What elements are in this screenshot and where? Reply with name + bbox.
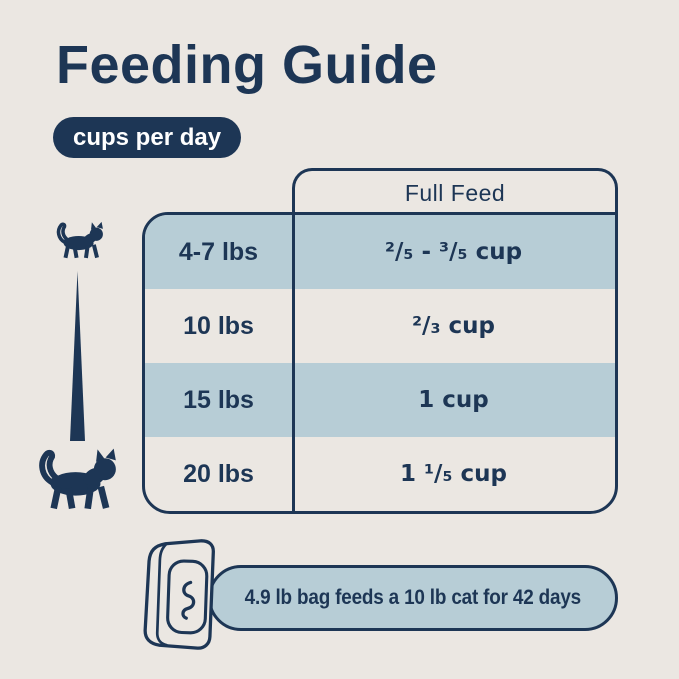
cups-per-day-badge: cups per day: [53, 117, 242, 158]
table-row: 20 lbs 1 ¹/₅ cup: [145, 437, 615, 511]
page-title: Feeding Guide: [56, 35, 438, 95]
badge-label: cups per day: [73, 123, 222, 151]
amount-cell: ²/₃ cup: [411, 313, 496, 339]
table-column-header: Full Feed: [292, 168, 618, 215]
size-scale-wedge: [70, 271, 85, 441]
steam-swirl-icon: [181, 580, 196, 620]
weight-cell: 20 lbs: [183, 459, 254, 488]
feeding-table: 4-7 lbs ²/₅ - ³/₅ cup 10 lbs ²/₃ cup 15 …: [142, 212, 618, 514]
weight-cell: 4-7 lbs: [178, 237, 259, 266]
amount-cell: ²/₅ - ³/₅ cup: [384, 239, 523, 265]
table-row: 10 lbs ²/₃ cup: [145, 289, 615, 363]
table-column-divider: [292, 212, 295, 514]
amount-cell: 1 ¹/₅ cup: [399, 461, 508, 487]
column-header-label: Full Feed: [404, 179, 506, 206]
weight-cell: 15 lbs: [183, 385, 254, 414]
bag-note-pill: 4.9 lb bag feeds a 10 lb cat for 42 days: [208, 565, 618, 631]
amount-cell: 1 cup: [418, 387, 489, 413]
bag-note-text: 4.9 lb bag feeds a 10 lb cat for 42 days: [244, 586, 582, 609]
table-row: 15 lbs 1 cup: [145, 363, 615, 437]
small-cat-icon: [56, 221, 103, 259]
large-cat-icon: [39, 448, 116, 510]
table-row: 4-7 lbs ²/₅ - ³/₅ cup: [145, 215, 615, 289]
food-bag-icon: [143, 539, 215, 650]
weight-cell: 10 lbs: [183, 311, 254, 340]
